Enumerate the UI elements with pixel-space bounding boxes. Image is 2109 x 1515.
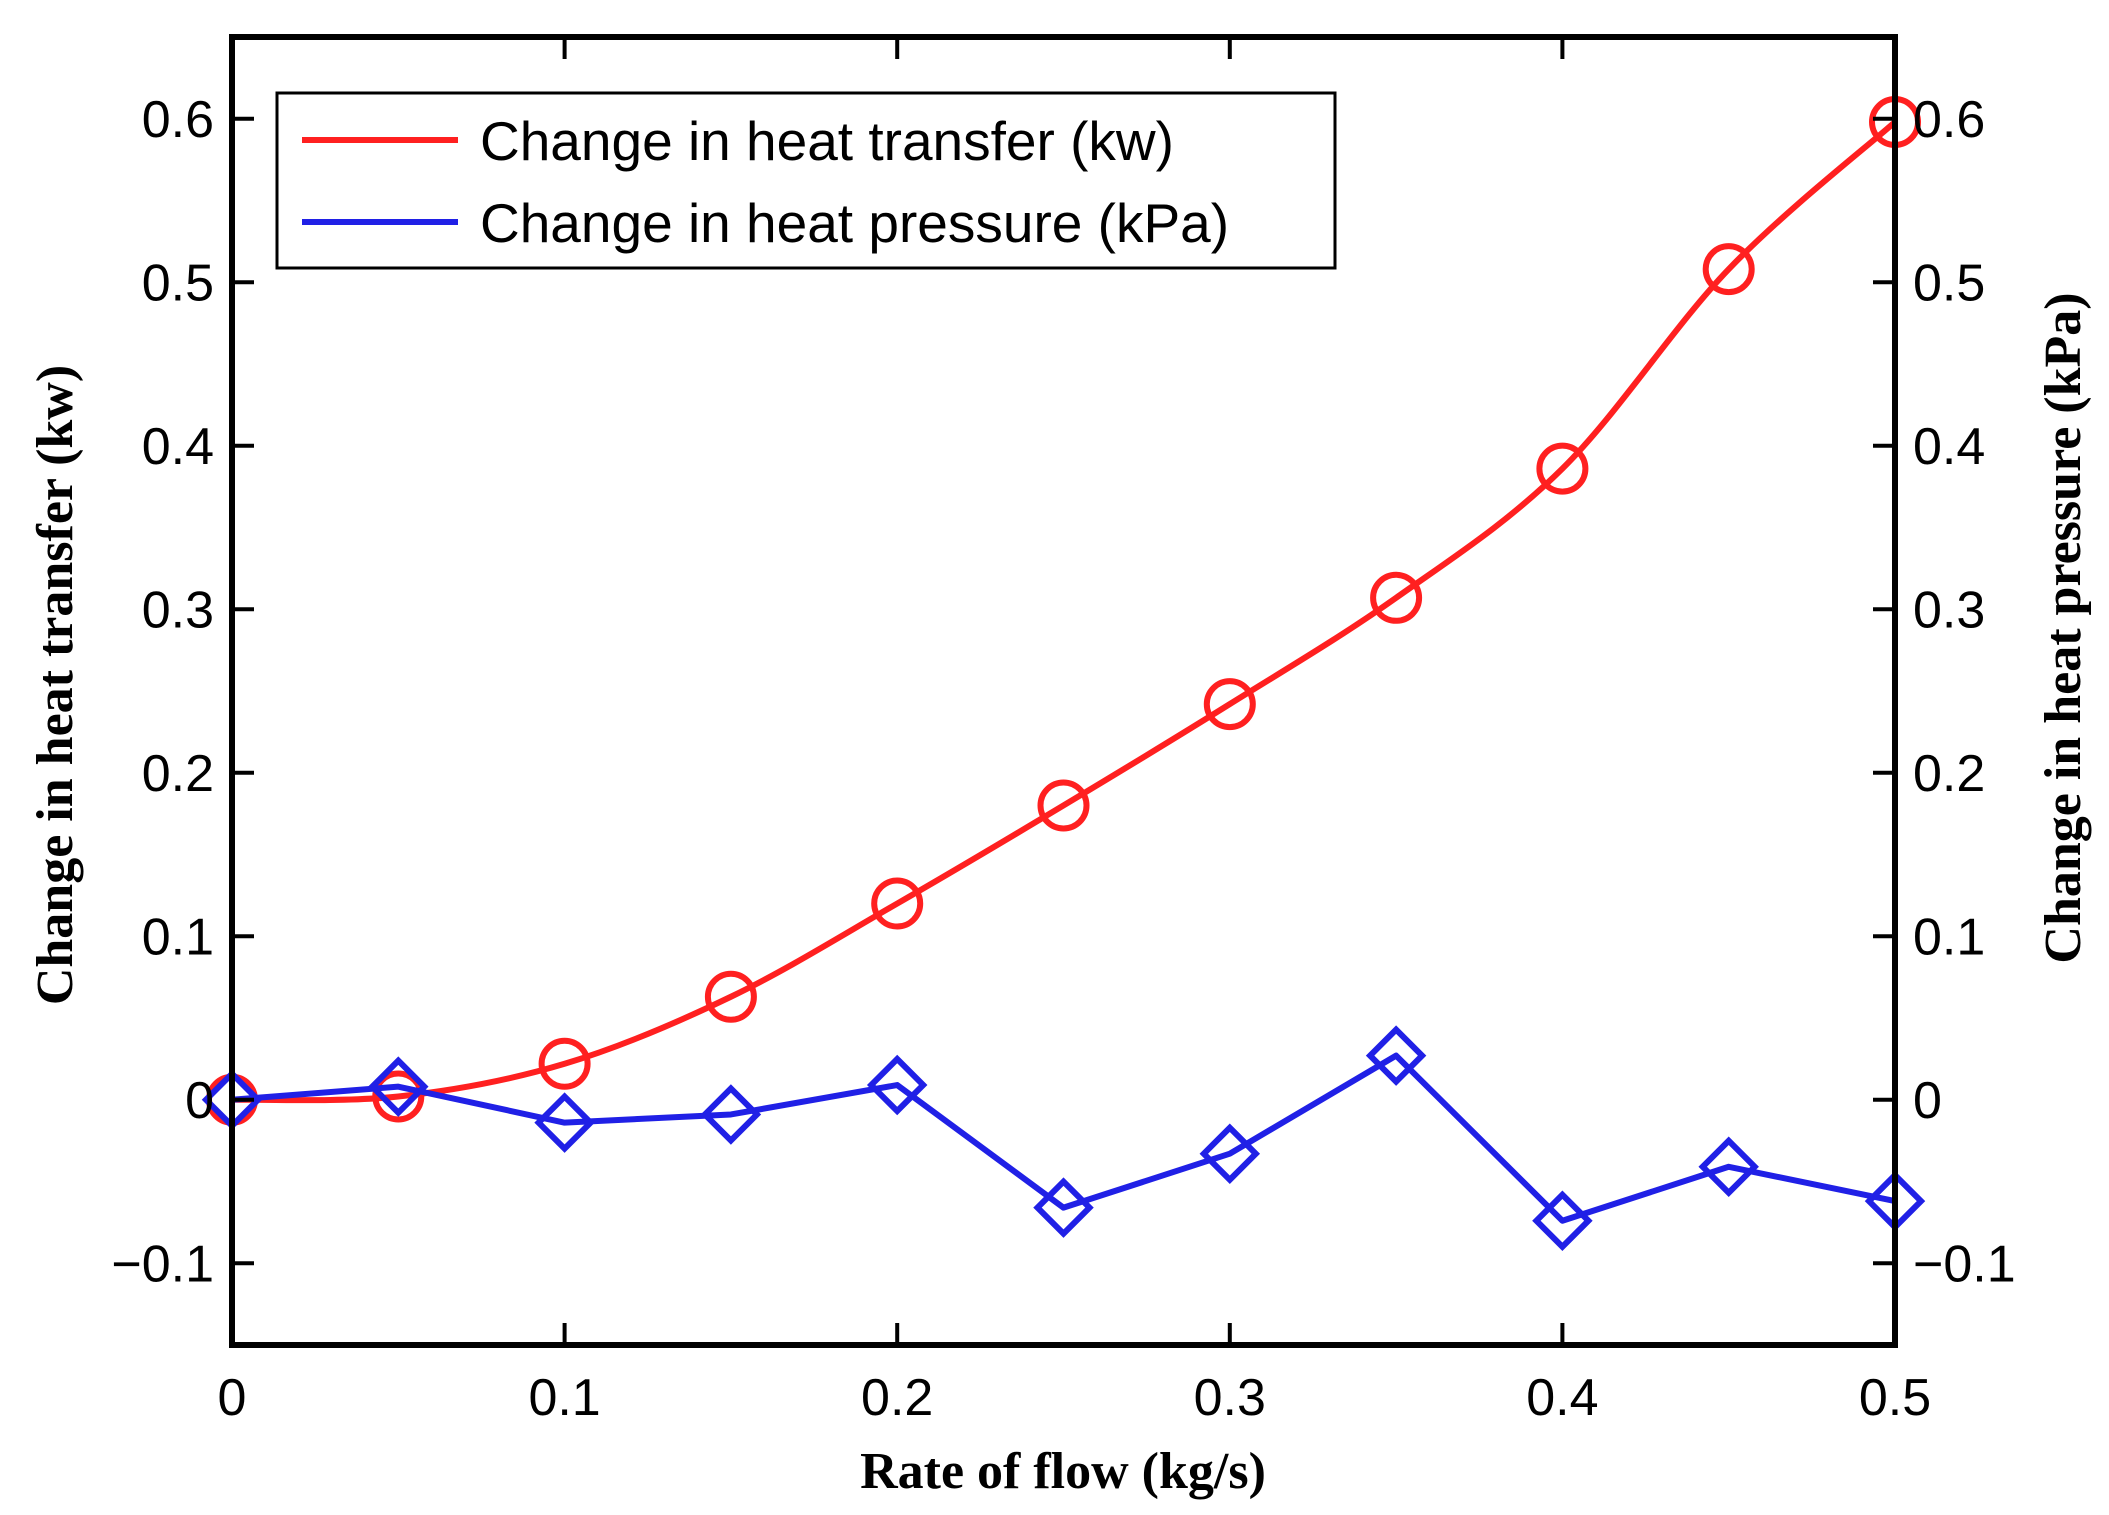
y-axis-left-label: Change in heat transfer (kw): [27, 365, 84, 1005]
data-point-circle: [1203, 678, 1256, 731]
y2-tick-label: 0.6: [1913, 91, 1985, 149]
data-point-circle: [1702, 243, 1755, 296]
axes-box: [229, 34, 1898, 1348]
y2-tick-label: 0.5: [1913, 254, 1985, 312]
data-point-diamond: [1365, 1025, 1427, 1086]
y-axis-right-label: Change in heat pressure (kPa): [2035, 292, 2092, 963]
legend-label-heat-pressure: Change in heat pressure (kPa): [480, 192, 1229, 254]
data-point-diamond: [1532, 1190, 1593, 1251]
y2-tick-label: −0.1: [1913, 1235, 2016, 1293]
legend-box: [275, 91, 1337, 270]
y2-tick-label: 0.2: [1913, 745, 1985, 803]
y-tick-label: 0.5: [142, 254, 214, 312]
data-point-diamond: [700, 1084, 762, 1145]
x-tick-label: 0.3: [1194, 1369, 1266, 1427]
series-line: [231, 119, 1897, 1104]
y2-tick-label: 0.4: [1913, 418, 1985, 476]
y-tick-label: 0.2: [142, 745, 214, 803]
x-tick-label: 0.2: [861, 1369, 933, 1427]
data-point-circle: [538, 1037, 591, 1090]
x-axis-label: Rate of flow (kg/s): [860, 1443, 1266, 1500]
y2-tick-label: 0: [1913, 1072, 1942, 1130]
x-tick-label: 0.4: [1526, 1369, 1598, 1427]
data-point-circle: [871, 877, 924, 930]
data-point-diamond: [866, 1054, 928, 1116]
data-point-circle: [1536, 442, 1589, 495]
x-tick-label: 0.1: [528, 1369, 600, 1427]
data-point-circle: [704, 970, 757, 1023]
data-point-diamond: [1698, 1136, 1759, 1198]
data-point-diamond: [368, 1056, 429, 1117]
legend-label-heat-transfer: Change in heat transfer (kw): [480, 110, 1174, 172]
y-tick-label: −0.1: [111, 1235, 214, 1293]
data-point-diamond: [1033, 1177, 1094, 1238]
data-point-diamond: [534, 1092, 595, 1153]
y-tick-label: 0.4: [142, 418, 214, 476]
y-axis-right: −0.1 0 0.1 0.2 0.3 0.4 0.5 0.6: [1873, 91, 2016, 1293]
y-axis-left: −0.1 0 0.1 0.2 0.3 0.4 0.5 0.6: [111, 91, 254, 1293]
data-point-diamond: [1199, 1123, 1261, 1184]
y-tick-label: 0.6: [142, 91, 214, 149]
y-tick-label: 0.1: [142, 908, 214, 966]
data-point-circle: [1037, 779, 1090, 832]
y-tick-label: 0.3: [142, 581, 214, 639]
series-line: [231, 1052, 1896, 1224]
legend: Change in heat transfer (kw) Change in h…: [275, 91, 1337, 270]
data-point-circle: [1370, 571, 1423, 624]
x-axis: 0 0.1 0.2 0.3 0.4 0.5: [218, 37, 1931, 1427]
y2-tick-label: 0.3: [1913, 581, 1985, 639]
data-point-circle: [372, 1070, 425, 1123]
y2-tick-label: 0.1: [1913, 908, 1985, 966]
x-tick-label: 0.5: [1859, 1369, 1931, 1427]
x-tick-label: 0: [218, 1369, 247, 1427]
y-tick-label: 0: [185, 1072, 214, 1130]
